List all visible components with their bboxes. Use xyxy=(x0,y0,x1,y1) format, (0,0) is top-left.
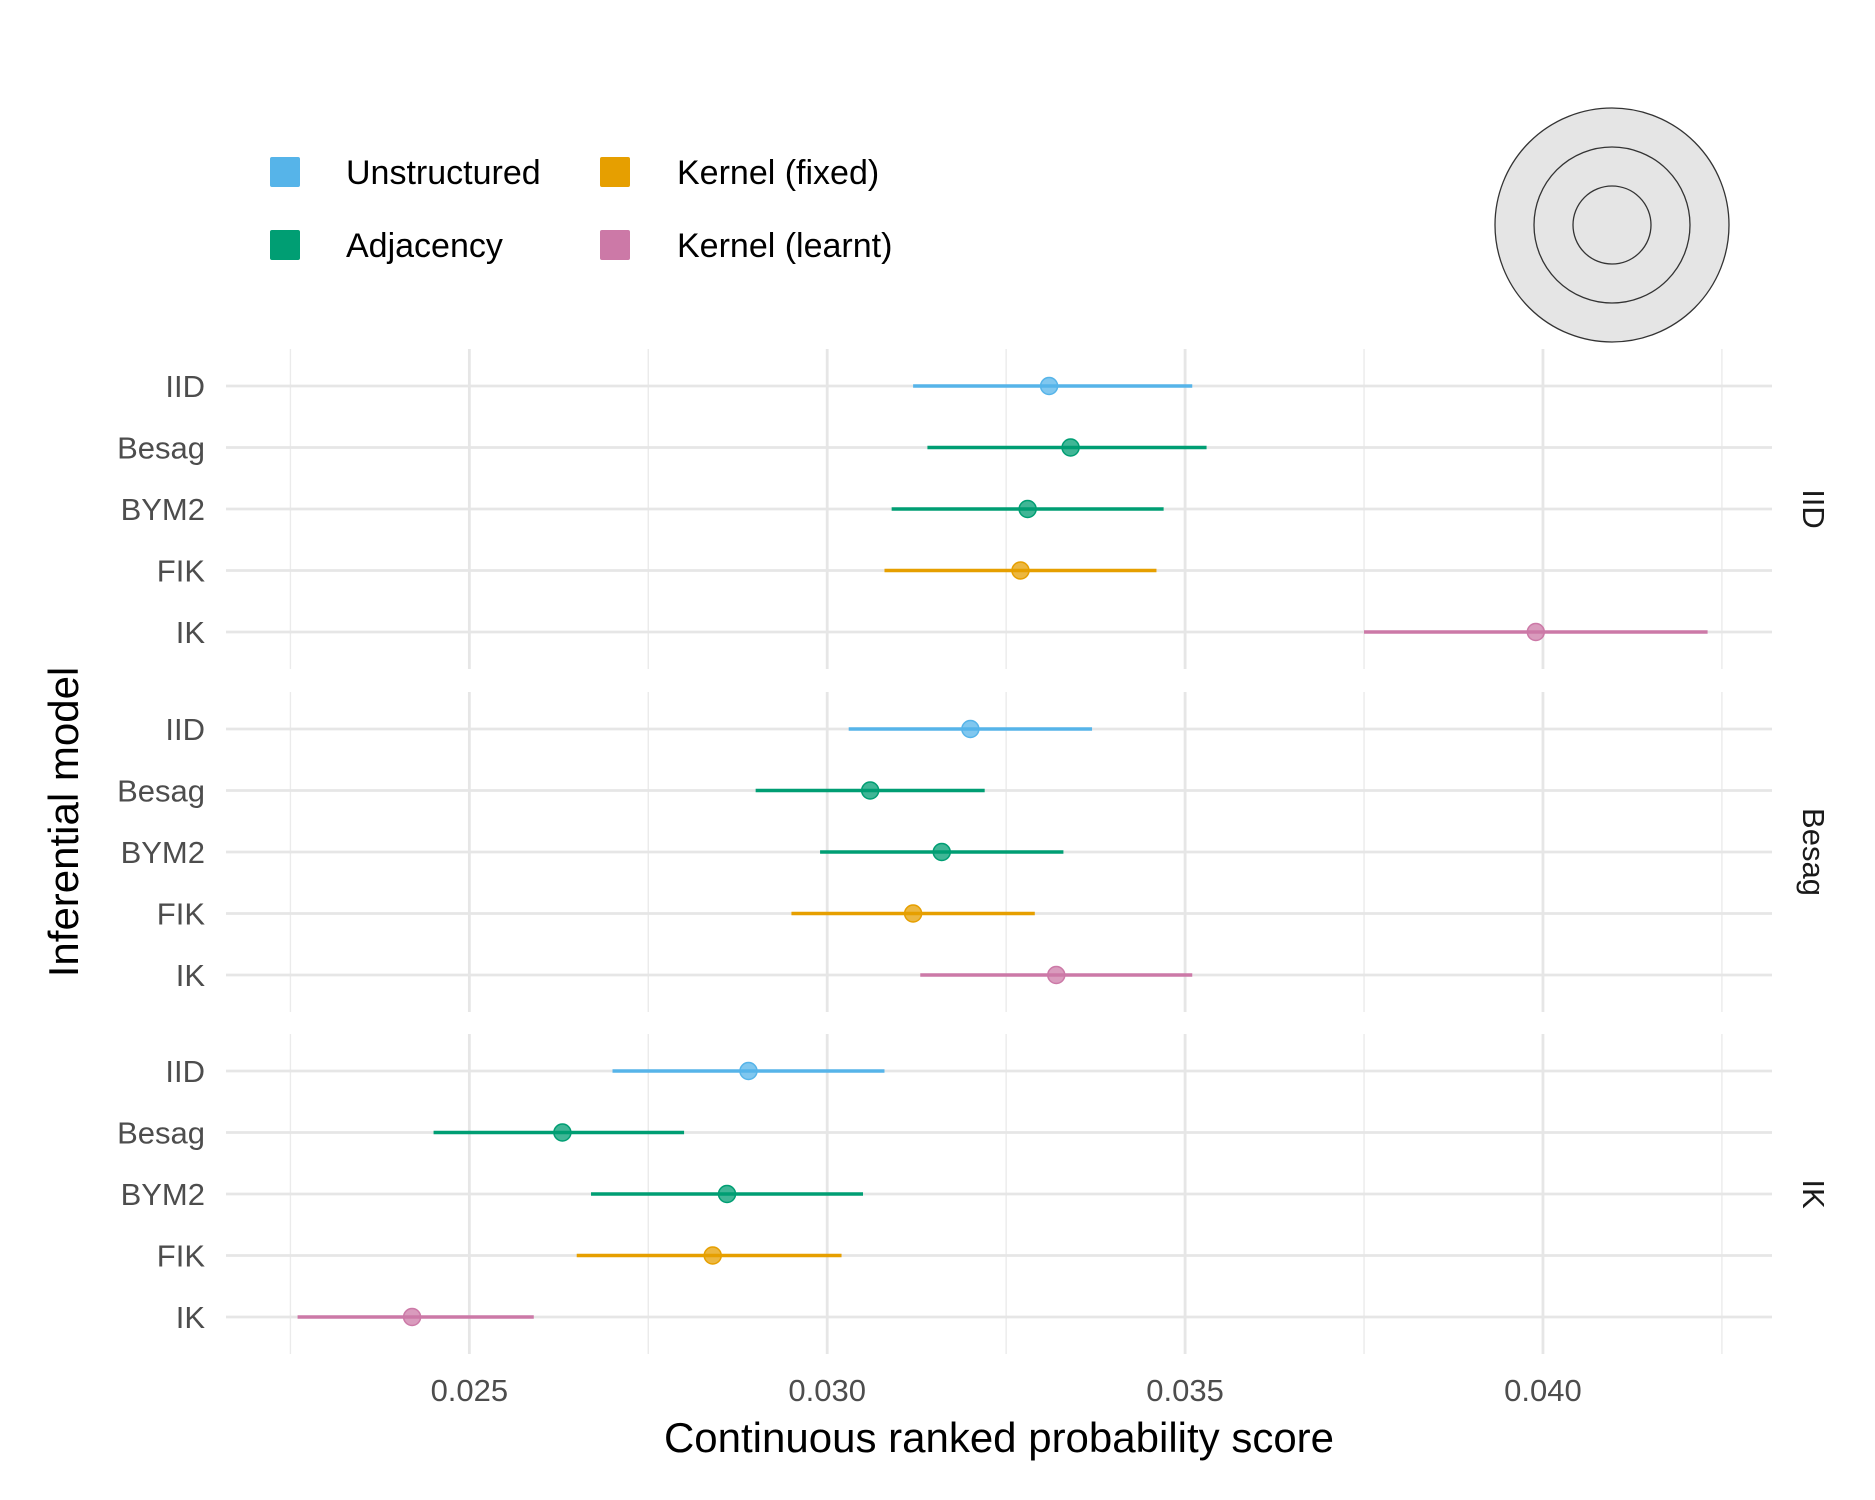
strip-label-iid: IID xyxy=(1796,489,1831,529)
y-tick-label: BYM2 xyxy=(121,1177,205,1212)
legend-label-unstructured: Unstructured xyxy=(346,154,541,192)
y-tick-label: Besag xyxy=(117,431,205,466)
panels: IID Besag BYM2 FIK IK IID IID Besag BYM2 FIK IK Bes… xyxy=(117,349,1831,1354)
point-bym2 xyxy=(1018,499,1037,519)
y-tick-label: FIK xyxy=(157,1239,206,1274)
x-tick-label: 0.040 xyxy=(1504,1373,1582,1408)
point-ik xyxy=(1526,622,1546,642)
point-ik xyxy=(402,1307,422,1327)
size-legend-outer-circle xyxy=(1494,107,1730,343)
y-tick-label: FIK xyxy=(157,897,206,932)
legend-swatch-kernel-learnt xyxy=(600,230,630,260)
x-tick-label: 0.035 xyxy=(1146,1373,1224,1408)
point-fik xyxy=(703,1246,722,1265)
x-tick-label: 0.025 xyxy=(431,1373,509,1408)
y-tick-label: IID xyxy=(165,369,205,404)
legend: Unstructured Kernel (fixed) Adjacency Ke… xyxy=(270,154,892,265)
x-axis: 0.025 0.030 0.035 0.040 xyxy=(431,1373,1582,1408)
y-tick-label: IK xyxy=(176,958,206,993)
size-legend-middle-circle xyxy=(1533,146,1691,304)
y-tick-label: Besag xyxy=(117,1116,205,1151)
y-tick-label: IID xyxy=(165,712,205,747)
y-tick-label: BYM2 xyxy=(121,492,205,527)
point-iid xyxy=(739,1061,758,1081)
point-ik xyxy=(1047,965,1066,985)
point-iid xyxy=(1039,376,1059,396)
panel-iid: IID Besag BYM2 FIK IK IID xyxy=(117,349,1831,669)
y-tick-label: Besag xyxy=(117,774,205,809)
panel-ik: IID Besag BYM2 FIK IK IK xyxy=(117,1034,1831,1354)
point-fik xyxy=(1011,561,1030,580)
y-axis-title: Inferential model xyxy=(40,667,87,978)
size-legend-inner-circle xyxy=(1572,185,1652,265)
point-besag xyxy=(553,1123,572,1142)
x-axis-title: Continuous ranked probability score xyxy=(664,1414,1334,1461)
point-besag xyxy=(860,781,880,800)
y-tick-label: IK xyxy=(176,1300,206,1335)
strip-label-besag: Besag xyxy=(1796,808,1831,896)
legend-label-kernel-fixed: Kernel (fixed) xyxy=(677,154,879,192)
legend-swatch-unstructured xyxy=(270,157,300,187)
panel-besag: IID Besag BYM2 FIK IK Besag xyxy=(117,692,1831,1012)
legend-swatch-adjacency xyxy=(270,230,300,260)
point-bym2 xyxy=(932,842,951,862)
point-fik xyxy=(903,904,923,923)
legend-label-kernel-learnt: Kernel (learnt) xyxy=(677,227,892,265)
size-legend-glyph xyxy=(1494,107,1730,343)
strip-label-ik: IK xyxy=(1796,1179,1831,1209)
point-besag xyxy=(1061,438,1080,457)
point-iid xyxy=(961,719,980,739)
point-bym2 xyxy=(717,1184,737,1204)
y-tick-label: IID xyxy=(165,1054,205,1089)
legend-label-adjacency: Adjacency xyxy=(346,227,503,265)
y-tick-label: IK xyxy=(176,615,206,650)
y-tick-label: BYM2 xyxy=(121,835,205,870)
legend-swatch-kernel-fixed xyxy=(600,157,630,187)
x-tick-label: 0.030 xyxy=(788,1373,866,1408)
y-tick-label: FIK xyxy=(157,554,206,589)
